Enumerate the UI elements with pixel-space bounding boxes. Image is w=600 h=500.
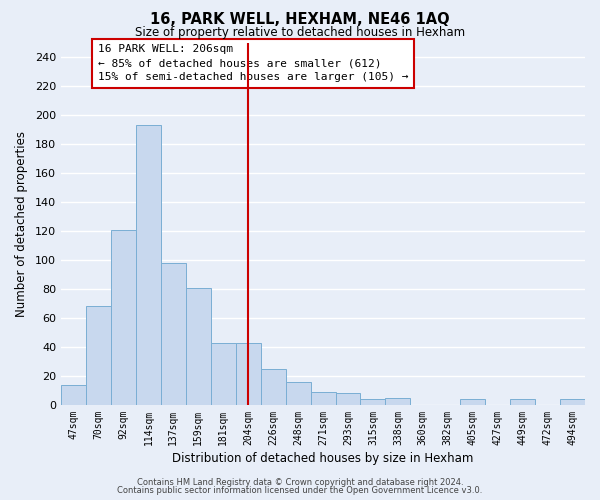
Text: Contains HM Land Registry data © Crown copyright and database right 2024.: Contains HM Land Registry data © Crown c…	[137, 478, 463, 487]
Text: 16 PARK WELL: 206sqm
← 85% of detached houses are smaller (612)
15% of semi-deta: 16 PARK WELL: 206sqm ← 85% of detached h…	[98, 44, 408, 82]
Bar	[335, 394, 361, 405]
Bar	[361, 399, 385, 405]
Bar	[260, 368, 286, 405]
Y-axis label: Number of detached properties: Number of detached properties	[15, 130, 28, 316]
Text: Contains public sector information licensed under the Open Government Licence v3: Contains public sector information licen…	[118, 486, 482, 495]
Bar	[161, 263, 186, 405]
Bar	[136, 125, 161, 405]
Text: Size of property relative to detached houses in Hexham: Size of property relative to detached ho…	[135, 26, 465, 39]
Bar	[385, 398, 410, 405]
Bar	[61, 384, 86, 405]
X-axis label: Distribution of detached houses by size in Hexham: Distribution of detached houses by size …	[172, 452, 474, 465]
Text: 16, PARK WELL, HEXHAM, NE46 1AQ: 16, PARK WELL, HEXHAM, NE46 1AQ	[150, 12, 450, 28]
Bar	[560, 399, 585, 405]
Bar	[460, 399, 485, 405]
Bar	[186, 288, 211, 405]
Bar	[311, 392, 335, 405]
Bar	[111, 230, 136, 405]
Bar	[510, 399, 535, 405]
Bar	[236, 342, 260, 405]
Bar	[211, 342, 236, 405]
Bar	[86, 306, 111, 405]
Bar	[286, 382, 311, 405]
